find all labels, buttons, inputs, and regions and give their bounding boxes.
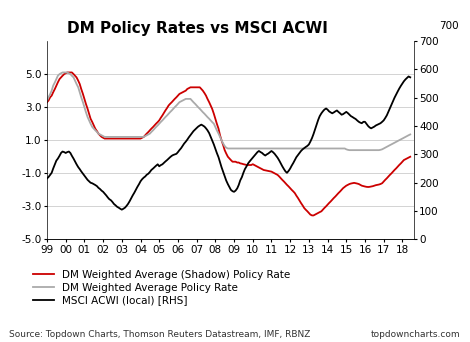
MSCI ACWI (local) [RHS] [119, 208, 125, 212]
Line: DM Weighted Average (Shadow) Policy Rate: DM Weighted Average (Shadow) Policy Rate [47, 73, 410, 215]
MSCI ACWI (local) [RHS] [406, 75, 411, 79]
MSCI ACWI (local) [RHS] [278, 161, 283, 166]
Text: Source: Topdown Charts, Thomson Reuters Datastream, IMF, RBNZ: Source: Topdown Charts, Thomson Reuters … [9, 330, 311, 339]
DM Weighted Average Policy Rate [393, 140, 399, 144]
MSCI ACWI (local) [RHS] [152, 165, 157, 169]
DM Weighted Average (Shadow) Policy Rate [152, 123, 157, 128]
DM Weighted Average Policy Rate [44, 98, 50, 103]
Text: 700: 700 [439, 21, 458, 30]
DM Weighted Average Policy Rate [347, 148, 352, 152]
Line: DM Weighted Average Policy Rate: DM Weighted Average Policy Rate [47, 73, 410, 150]
MSCI ACWI (local) [RHS] [68, 151, 73, 155]
DM Weighted Average Policy Rate [278, 146, 283, 150]
MSCI ACWI (local) [RHS] [183, 140, 188, 144]
DM Weighted Average (Shadow) Policy Rate [44, 100, 50, 104]
MSCI ACWI (local) [RHS] [392, 96, 397, 100]
Legend: DM Weighted Average (Shadow) Policy Rate, DM Weighted Average Policy Rate, MSCI : DM Weighted Average (Shadow) Policy Rate… [29, 266, 295, 310]
DM Weighted Average (Shadow) Policy Rate [393, 166, 399, 170]
DM Weighted Average (Shadow) Policy Rate [407, 155, 413, 159]
Line: MSCI ACWI (local) [RHS]: MSCI ACWI (local) [RHS] [47, 77, 410, 210]
Text: DM Policy Rates vs MSCI ACWI: DM Policy Rates vs MSCI ACWI [67, 21, 328, 36]
DM Weighted Average Policy Rate [390, 142, 396, 146]
MSCI ACWI (local) [RHS] [44, 176, 50, 181]
MSCI ACWI (local) [RHS] [389, 103, 394, 107]
DM Weighted Average Policy Rate [152, 127, 157, 131]
DM Weighted Average (Shadow) Policy Rate [69, 70, 75, 75]
DM Weighted Average Policy Rate [60, 70, 65, 75]
DM Weighted Average (Shadow) Policy Rate [183, 89, 188, 93]
DM Weighted Average (Shadow) Policy Rate [278, 176, 283, 180]
DM Weighted Average Policy Rate [69, 74, 75, 78]
MSCI ACWI (local) [RHS] [407, 75, 413, 79]
Text: topdowncharts.com: topdowncharts.com [371, 330, 461, 339]
DM Weighted Average (Shadow) Policy Rate [64, 70, 70, 75]
DM Weighted Average Policy Rate [183, 97, 188, 101]
DM Weighted Average Policy Rate [407, 132, 413, 136]
DM Weighted Average (Shadow) Policy Rate [309, 213, 315, 218]
DM Weighted Average (Shadow) Policy Rate [390, 170, 396, 174]
